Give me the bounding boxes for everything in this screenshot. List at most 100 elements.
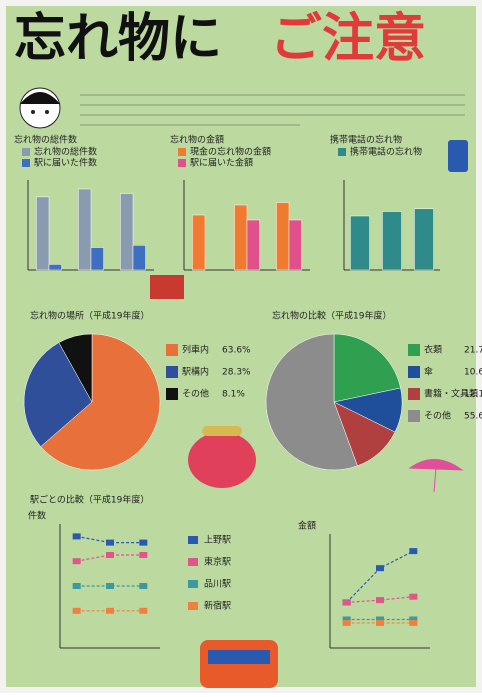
point [376, 619, 384, 626]
value-label: 63.6% [222, 346, 251, 356]
legend-label: 駅構内 [182, 366, 209, 378]
bar [48, 264, 62, 271]
point [376, 597, 384, 604]
pie-slice [40, 333, 161, 471]
bar [192, 214, 206, 271]
legend-swatch [188, 536, 198, 544]
legend-label: 忘れ物の総件数 [34, 146, 97, 158]
face-icon [19, 87, 61, 129]
pie-slice [333, 333, 401, 403]
chart-title: 忘れ物の場所（平成19年度） [30, 310, 149, 322]
legend-label: 衣類 [424, 344, 442, 356]
point [139, 552, 148, 558]
value-label: 55.6% [464, 412, 482, 422]
title-black: 忘れ物に [14, 9, 222, 69]
legend-swatch [166, 366, 178, 378]
legend-label: 上野駅 [204, 535, 231, 546]
point [106, 583, 114, 589]
point [409, 593, 418, 600]
bar [36, 196, 50, 271]
value-label: 21.7% [464, 346, 482, 356]
legend-swatch [408, 344, 420, 356]
series-line [76, 535, 144, 544]
umbrella-icon [408, 459, 464, 493]
point [342, 619, 351, 626]
legend-swatch [408, 366, 420, 378]
title-red: ご注意 [270, 9, 426, 69]
value-label: 8.1% [222, 390, 245, 400]
legend-label: 携帯電話の忘れ物 [350, 146, 422, 158]
bar [90, 247, 104, 271]
value-label: 28.3% [222, 368, 251, 378]
legend-label: その他 [424, 410, 451, 422]
legend-label: 列車内 [182, 344, 209, 356]
legend-swatch [338, 148, 346, 156]
bar [246, 219, 260, 271]
point [72, 607, 81, 614]
legend-label: 東京駅 [204, 556, 231, 568]
chart-title: 駅ごとの比較（平成19年度） [30, 494, 149, 506]
legend-label: 駅に届いた件数 [34, 157, 97, 169]
point [106, 539, 114, 546]
point [72, 583, 81, 589]
legend-label: 傘 [424, 366, 433, 378]
legend-swatch [188, 558, 198, 566]
y-axis-label: 金額 [298, 520, 316, 532]
chart-title: 忘れ物の比較（平成19年度） [272, 310, 391, 322]
point [376, 616, 384, 623]
chart-title: 携帯電話の忘れ物 [330, 134, 402, 146]
legend-swatch [188, 602, 198, 610]
bar [234, 204, 248, 271]
legend-label: 新宿駅 [204, 600, 231, 612]
bar [414, 208, 434, 271]
point [72, 558, 81, 565]
legend-label: 現金の忘れ物の金額 [190, 146, 271, 158]
legend-swatch [188, 580, 198, 588]
legend-swatch [166, 388, 178, 400]
point [139, 607, 148, 614]
bar [276, 202, 290, 271]
y-axis-label: 件数 [28, 510, 46, 522]
train-icon [200, 640, 278, 688]
bar [350, 215, 370, 271]
legend-label: 駅に届いた金額 [190, 157, 253, 169]
bar [288, 219, 302, 271]
chart-title: 忘れ物の総件数 [14, 134, 77, 146]
series-line [346, 596, 414, 603]
book-icon [150, 275, 184, 299]
point [139, 583, 148, 589]
phone-icon [448, 140, 468, 172]
legend-swatch [178, 159, 186, 167]
legend-swatch [408, 410, 420, 422]
series-line [76, 554, 144, 562]
pie-slice [265, 333, 358, 471]
pie-slice [23, 342, 93, 448]
point [409, 616, 418, 623]
legend-swatch [178, 148, 186, 156]
point [376, 565, 384, 572]
point [342, 599, 351, 606]
legend-swatch [408, 388, 420, 400]
point [409, 619, 418, 626]
purse-icon [188, 426, 256, 488]
intro-lines [80, 94, 465, 126]
legend-swatch [166, 344, 178, 356]
legend-label: 書籍・文具類 [424, 388, 478, 400]
point [106, 552, 114, 558]
point [139, 539, 148, 546]
bar [78, 188, 92, 271]
legend-swatch [22, 159, 30, 167]
legend-swatch [22, 148, 30, 156]
legend-label: 品川駅 [204, 579, 231, 590]
bar [382, 211, 402, 271]
point [342, 616, 351, 623]
point [72, 533, 81, 540]
value-label: 10.6% [464, 368, 482, 378]
legend-label: その他 [182, 388, 209, 400]
value-label: 12.1% [464, 390, 482, 400]
bar [132, 245, 146, 271]
point [106, 607, 114, 614]
point [409, 548, 418, 555]
chart-title: 忘れ物の金額 [170, 134, 224, 146]
